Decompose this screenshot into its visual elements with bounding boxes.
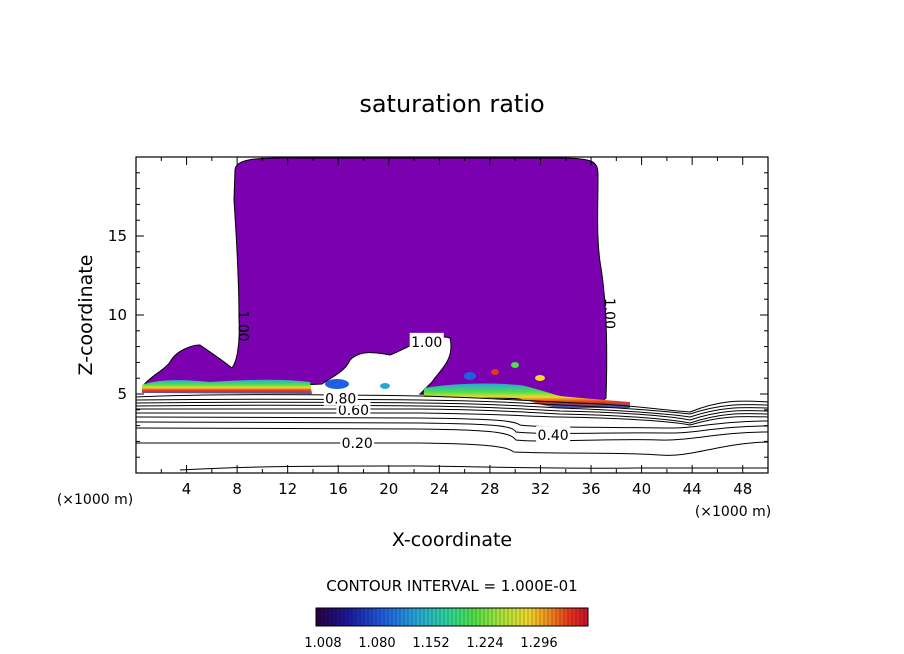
- saturation-blob: [325, 379, 349, 389]
- y-axis-label: Z-coordinate: [75, 255, 97, 376]
- x-tick-label: 16: [329, 480, 348, 498]
- saturation-blob: [464, 372, 476, 380]
- colorbar-tick-label: 1.080: [358, 636, 395, 651]
- contour-label: 1.00: [601, 298, 617, 329]
- contour-line: [136, 401, 768, 418]
- contour-line: [136, 394, 768, 413]
- x-tick-label: 40: [632, 480, 651, 498]
- contour-label: 0.20: [340, 433, 375, 452]
- contour-label-text: 1.00: [234, 310, 250, 341]
- contour-line: [136, 441, 768, 456]
- contour-lines: [136, 394, 768, 471]
- x-tick-label: 48: [733, 480, 752, 498]
- x-axis-unit: (×1000 m): [695, 504, 771, 520]
- x-axis-label: X-coordinate: [392, 529, 512, 551]
- contour-label: 0.40: [536, 426, 571, 444]
- y-axis-unit: (×1000 m): [57, 492, 133, 508]
- y-tick-label: 10: [108, 306, 127, 324]
- saturated-region: [142, 157, 608, 404]
- colorbar: 1.008 1.080 1.152 1.224 1.296: [304, 607, 589, 651]
- y-tick-label: 5: [117, 385, 127, 403]
- colorbar-ticks: 1.008 1.080 1.152 1.224 1.296: [304, 636, 557, 651]
- x-axis: 4 8 12 16 20 24 28 32 36 40 44 48: [160, 157, 752, 498]
- contour-label: 1.00: [234, 310, 250, 341]
- saturation-blob: [380, 383, 390, 389]
- contour-interval: CONTOUR INTERVAL = 1.000E-01: [326, 577, 577, 595]
- chart-title: saturation ratio: [359, 90, 544, 118]
- contour-label-text: 1.00: [411, 335, 442, 351]
- contour-label-text: 0.20: [342, 436, 373, 452]
- contour-line: [136, 398, 768, 415]
- contour-line: [136, 421, 768, 434]
- contour-label-bg: [536, 426, 571, 443]
- x-tick-label: 28: [480, 480, 499, 498]
- colorbar-stripes: [315, 608, 589, 626]
- saturation-band-right: [424, 383, 630, 408]
- colorbar-tick-label: 1.152: [412, 636, 449, 651]
- x-tick-label: 8: [232, 480, 242, 498]
- saturation-blob: [511, 362, 519, 368]
- contour-line: [136, 404, 768, 421]
- x-tick-label: 36: [581, 480, 600, 498]
- saturation-band-left: [142, 379, 312, 394]
- x-tick-label: 32: [531, 480, 550, 498]
- contour-label-bg: [409, 332, 444, 349]
- colorbar-tick-label: 1.296: [520, 636, 557, 651]
- contour-label-text: 0.60: [338, 403, 369, 419]
- saturation-blob: [491, 369, 499, 375]
- saturation-blob: [535, 375, 545, 381]
- x-tick-label: 4: [182, 480, 192, 498]
- contour-line: [136, 416, 768, 429]
- contour-label-bg: [340, 433, 375, 450]
- x-tick-label: 20: [379, 480, 398, 498]
- x-tick-label: 44: [683, 480, 702, 498]
- contour-line: [136, 408, 768, 424]
- plot-area: [136, 157, 768, 471]
- contour-line: [179, 465, 768, 471]
- x-tick-label: 12: [278, 480, 297, 498]
- y-tick-label: 15: [108, 227, 127, 245]
- contour-label-bg: [323, 389, 358, 406]
- y-axis: 5 10 15: [108, 172, 768, 458]
- x-tick-label: 24: [430, 480, 449, 498]
- contour-label: 0.80: [323, 389, 358, 408]
- contour-labels: 0.20 0.40 0.600.80 1.00 1.00 1.00: [234, 298, 617, 452]
- contour-label: 1.00: [409, 332, 444, 351]
- contour-line: [136, 412, 768, 426]
- contour-line: [136, 427, 768, 442]
- colorbar-tick-label: 1.008: [304, 636, 341, 651]
- colorbar-gradient: [315, 607, 589, 627]
- contour-label-text: 0.80: [325, 392, 356, 408]
- contour-label-text: 0.40: [538, 428, 569, 444]
- contour-label-text: 1.00: [601, 298, 617, 329]
- colorbar-tick-label: 1.224: [466, 636, 503, 651]
